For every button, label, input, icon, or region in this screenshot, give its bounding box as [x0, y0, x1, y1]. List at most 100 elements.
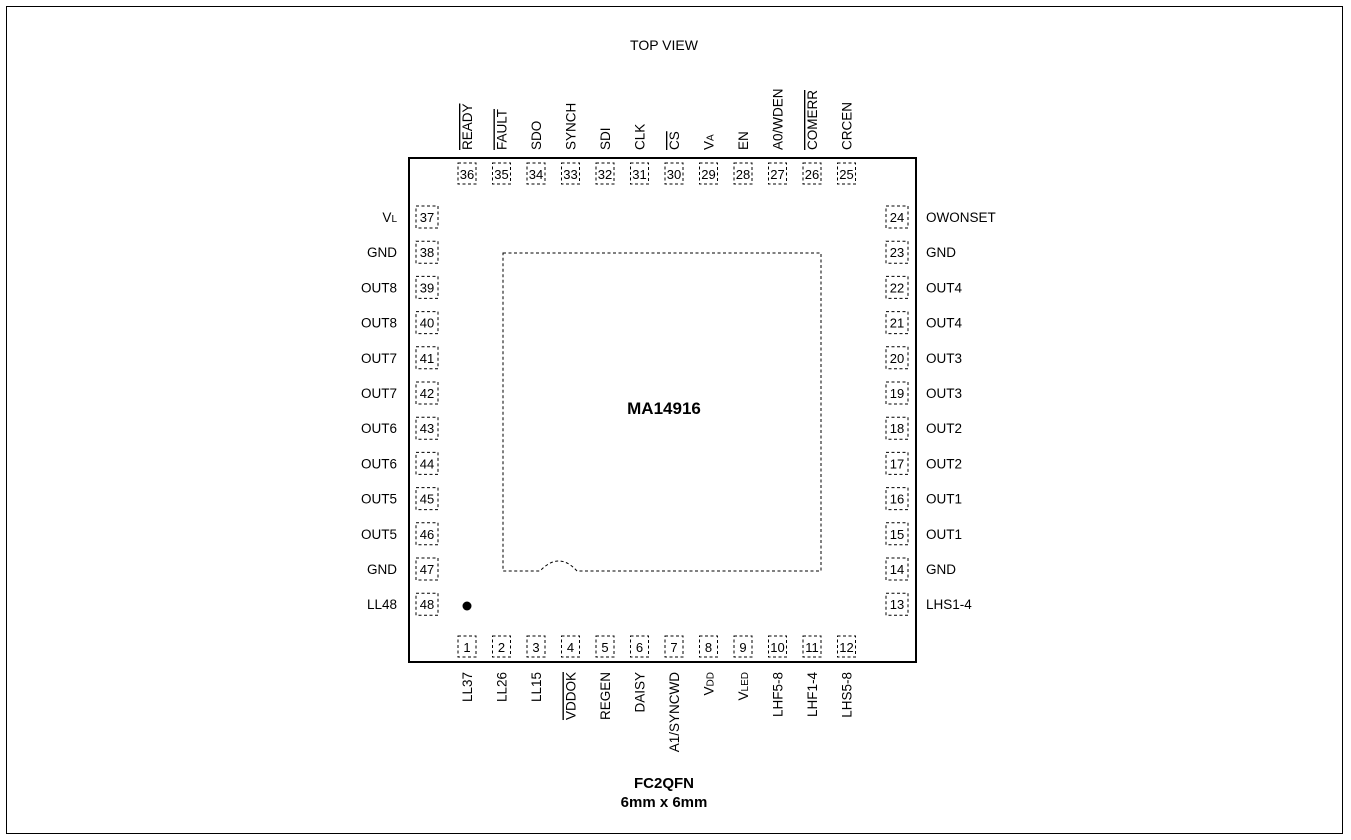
pin-label: GND: [926, 245, 956, 260]
pin-pad: [415, 275, 439, 299]
pin-pad: [415, 487, 439, 511]
pin-number: 22: [890, 280, 904, 295]
pin-pad: [699, 162, 718, 185]
part-name: MA14916: [627, 399, 701, 418]
pin-42: 42 OUT7: [361, 381, 439, 405]
pin-number: 39: [420, 280, 434, 295]
pin-label: OUT1: [926, 527, 962, 542]
pin-pad: [802, 635, 822, 658]
pin-number: 43: [420, 421, 434, 436]
pin-number: 46: [420, 527, 434, 542]
pin-9: 9 VLED: [733, 635, 753, 700]
pin-label: OUT2: [926, 456, 962, 471]
pin-41: 41 OUT7: [361, 346, 439, 370]
pin-pad: [885, 381, 909, 405]
pin-12: 12 LHS5-8: [837, 635, 856, 718]
pin-label: FAULT: [495, 109, 510, 150]
pin-24: 24 OWONSET: [885, 205, 996, 229]
package-name: FC2QFN: [634, 775, 694, 792]
pin-pad: [526, 162, 546, 185]
pin-number: 21: [890, 316, 904, 331]
pin-pad: [415, 592, 439, 616]
pin-26: 26 COMERR: [802, 90, 822, 185]
pin-label: OUT7: [361, 351, 397, 366]
pin-number: 9: [739, 640, 746, 655]
pin-label: CLK: [633, 124, 648, 150]
pin-10: 10 LHF5-8: [768, 635, 787, 717]
pin-17: 17 OUT2: [885, 451, 962, 475]
pin-44: 44 OUT6: [361, 451, 439, 475]
pin-label: LL37: [460, 672, 475, 702]
pin-34: 34 SDO: [526, 121, 546, 185]
pin-2: 2 LL26: [492, 635, 511, 702]
pin-label: COMERR: [805, 90, 820, 150]
pin-7: 7 A1/SYNCWD: [664, 635, 684, 752]
pin-label: EN: [736, 131, 751, 150]
pin-pad: [885, 451, 909, 475]
pin-number: 27: [770, 167, 784, 182]
pin-pad: [630, 162, 649, 185]
pin-15: 15 OUT1: [885, 522, 962, 546]
pin-pad: [885, 557, 909, 581]
pin-number: 41: [420, 351, 434, 366]
pin-number: 28: [736, 167, 750, 182]
pin-number: 19: [890, 386, 904, 401]
pin-20: 20 OUT3: [885, 346, 962, 370]
pin-pad: [561, 162, 580, 185]
left-pins: 37VL38GND39OUT840OUT841OUT742OUT743OUT64…: [361, 205, 439, 616]
pin-3: 3 LL15: [526, 635, 546, 702]
pin-number: 17: [890, 456, 904, 471]
pin-pad: [415, 205, 439, 229]
pin-label: CS: [667, 131, 682, 150]
pin-number: 37: [420, 210, 434, 225]
pin-label: OUT7: [361, 386, 397, 401]
pin-label: OUT3: [926, 351, 962, 366]
pin-5: 5 REGEN: [595, 635, 615, 720]
pin-pad: [837, 162, 856, 185]
pin-label: LHF5-8: [771, 672, 786, 717]
pin-label: LL15: [529, 672, 544, 702]
pin-11: 11 LHF1-4: [802, 635, 822, 717]
figure-frame: [6, 6, 1343, 834]
pin-number: 34: [529, 167, 543, 182]
pin-label: OUT1: [926, 492, 962, 507]
pin-pad: [415, 557, 439, 581]
pin-pad: [885, 240, 909, 264]
pin-pad: [885, 311, 909, 335]
pin-pad: [699, 635, 718, 658]
pin-label: VDD: [702, 672, 717, 695]
pin-number: 2: [498, 640, 505, 655]
package-body: [408, 157, 917, 663]
pin-number: 6: [636, 640, 643, 655]
pin-pad: [526, 635, 546, 658]
pin-label: REGEN: [598, 672, 613, 720]
pin-pad: [561, 635, 580, 658]
pin-label: OWONSET: [926, 210, 996, 225]
pin-33: 33 SYNCH: [561, 103, 580, 185]
pin-36: 36 READY: [457, 103, 477, 185]
pin-pad: [885, 487, 909, 511]
pin-number: 29: [701, 167, 715, 182]
pin-number: 33: [563, 167, 577, 182]
pin-pad: [885, 346, 909, 370]
pin-number: 18: [890, 421, 904, 436]
pin-number: 7: [670, 640, 677, 655]
pin-18: 18 OUT2: [885, 416, 962, 440]
pin-number: 42: [420, 386, 434, 401]
pin-label: OUT4: [926, 316, 962, 331]
pin-21: 21 OUT4: [885, 311, 962, 335]
pin-23: 23 GND: [885, 240, 956, 264]
top-pins: 36 READY 35 FAULT 34 SDO 33 SYNCH 32 SDI 31 CLK 30 CS…: [457, 88, 856, 185]
pin-38: 38 GND: [367, 240, 439, 264]
pin-pad: [457, 635, 477, 658]
pin-number: 12: [839, 640, 853, 655]
pin-13: 13 LHS1-4: [885, 592, 972, 616]
pin-pad: [885, 416, 909, 440]
pin-pad: [492, 635, 511, 658]
pin-pad: [415, 522, 439, 546]
package-size: 6mm x 6mm: [621, 794, 708, 811]
pin-1: 1 LL37: [457, 635, 477, 702]
pin-4: 4 VDDOK: [561, 635, 580, 720]
pin-label: OUT5: [361, 492, 397, 507]
pin-number: 20: [890, 351, 904, 366]
